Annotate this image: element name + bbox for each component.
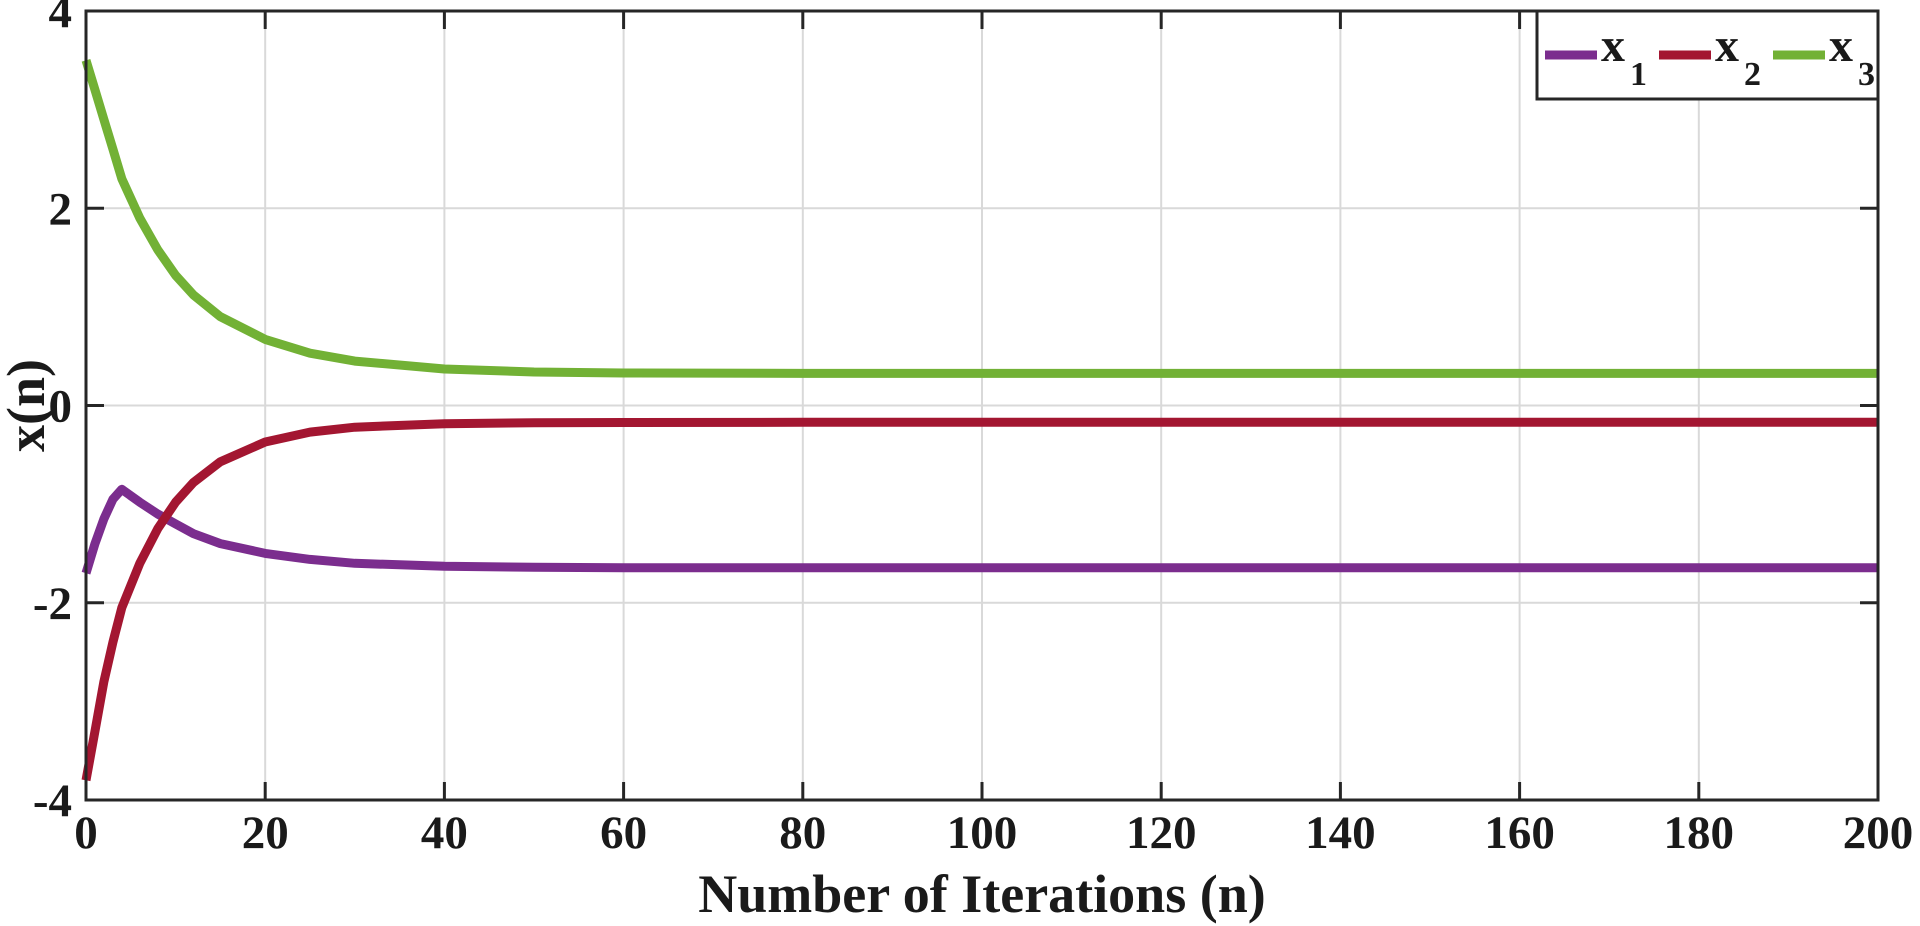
x-tick-label: 20 xyxy=(242,807,289,859)
y-axis-title: x(n) xyxy=(0,359,56,452)
legend-label-x2: x xyxy=(1715,19,1739,72)
y-tick-label: -4 xyxy=(33,775,72,827)
x-tick-label: 80 xyxy=(779,807,826,859)
legend-subscript-x1: 1 xyxy=(1630,56,1647,93)
legend-subscript-x2: 2 xyxy=(1744,56,1761,93)
x-tick-labels: 0 20 40 60 80 100 120 140 160 180 200 xyxy=(74,807,1913,859)
axis-ticks xyxy=(84,9,1880,802)
y-tick-labels: -4 -2 0 2 4 xyxy=(33,0,72,827)
x-tick-label: 200 xyxy=(1843,807,1914,859)
x-tick-label: 40 xyxy=(421,807,468,859)
x-tick-label: 0 xyxy=(74,807,98,859)
y-tick-label: 0 xyxy=(49,381,73,433)
legend-label-x3: x xyxy=(1829,19,1853,72)
x-tick-label: 180 xyxy=(1664,807,1735,859)
legend-subscript-x3: 3 xyxy=(1858,56,1875,93)
legend-label-x1: x xyxy=(1601,19,1625,72)
x-axis-title: Number of Iterations (n) xyxy=(698,864,1265,924)
x-tick-label: 100 xyxy=(947,807,1018,859)
series-line-x3 xyxy=(81,58,1878,378)
y-tick-label: 4 xyxy=(49,0,73,38)
x-tick-label: 60 xyxy=(600,807,647,859)
y-tick-label: -2 xyxy=(33,578,72,630)
series-line-x1 xyxy=(81,484,1878,575)
y-tick-label: 2 xyxy=(49,183,73,235)
series-lines xyxy=(81,58,1878,782)
x-tick-label: 120 xyxy=(1126,807,1197,859)
x-tick-label: 160 xyxy=(1484,807,1555,859)
grid-lines xyxy=(85,10,1879,801)
x-tick-label: 140 xyxy=(1305,807,1376,859)
series-line-x2 xyxy=(81,417,1878,782)
